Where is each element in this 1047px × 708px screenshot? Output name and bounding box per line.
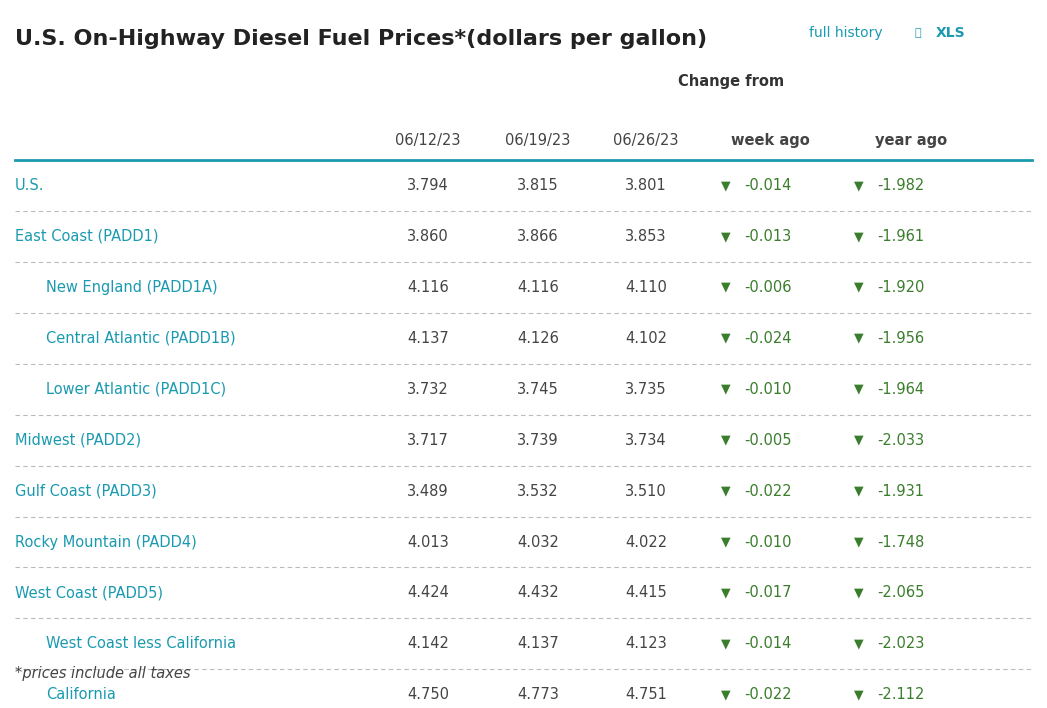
- Text: ▼: ▼: [720, 281, 731, 294]
- Text: ▼: ▼: [720, 484, 731, 498]
- Text: 4.424: 4.424: [407, 586, 449, 600]
- Text: 3.717: 3.717: [407, 433, 449, 447]
- Text: ▼: ▼: [720, 230, 731, 243]
- Text: 3.735: 3.735: [625, 382, 667, 396]
- Text: week ago: week ago: [731, 133, 810, 148]
- Text: -0.022: -0.022: [744, 484, 793, 498]
- Text: 3.739: 3.739: [517, 433, 559, 447]
- Text: ▼: ▼: [720, 434, 731, 447]
- Text: 4.116: 4.116: [407, 280, 449, 295]
- Text: 4.032: 4.032: [517, 535, 559, 549]
- Text: -1.956: -1.956: [877, 331, 925, 346]
- Text: 4.142: 4.142: [407, 636, 449, 651]
- Text: Midwest (PADD2): Midwest (PADD2): [15, 433, 140, 447]
- Text: ▼: ▼: [853, 535, 864, 549]
- Text: ▼: ▼: [853, 586, 864, 600]
- Text: Rocky Mountain (PADD4): Rocky Mountain (PADD4): [15, 535, 196, 549]
- Text: full history: full history: [809, 26, 883, 40]
- Text: ▼: ▼: [720, 535, 731, 549]
- Text: New England (PADD1A): New England (PADD1A): [46, 280, 218, 295]
- Text: 4.415: 4.415: [625, 586, 667, 600]
- Text: -2.112: -2.112: [877, 687, 926, 702]
- Text: ▼: ▼: [853, 637, 864, 651]
- Text: -0.014: -0.014: [744, 636, 793, 651]
- Text: California: California: [46, 687, 115, 702]
- Text: -0.010: -0.010: [744, 382, 793, 396]
- Text: 📄: 📄: [914, 28, 920, 38]
- Text: U.S.: U.S.: [15, 178, 44, 193]
- Text: year ago: year ago: [875, 133, 946, 148]
- Text: 3.745: 3.745: [517, 382, 559, 396]
- Text: ▼: ▼: [853, 179, 864, 192]
- Text: 06/12/23: 06/12/23: [395, 133, 461, 148]
- Text: 4.773: 4.773: [517, 687, 559, 702]
- Text: 3.732: 3.732: [407, 382, 449, 396]
- Text: -1.964: -1.964: [877, 382, 925, 396]
- Text: 3.853: 3.853: [625, 229, 667, 244]
- Text: West Coast less California: West Coast less California: [46, 636, 236, 651]
- Text: ▼: ▼: [853, 332, 864, 345]
- Text: -1.931: -1.931: [877, 484, 925, 498]
- Text: 4.137: 4.137: [407, 331, 449, 346]
- Text: ▼: ▼: [720, 179, 731, 192]
- Text: XLS: XLS: [936, 26, 965, 40]
- Text: ▼: ▼: [720, 688, 731, 702]
- Text: 4.751: 4.751: [625, 687, 667, 702]
- Text: 4.022: 4.022: [625, 535, 667, 549]
- Text: 4.116: 4.116: [517, 280, 559, 295]
- Text: ▼: ▼: [720, 383, 731, 396]
- Text: 4.432: 4.432: [517, 586, 559, 600]
- Text: *prices include all taxes: *prices include all taxes: [15, 666, 191, 681]
- Text: 3.801: 3.801: [625, 178, 667, 193]
- Text: -0.013: -0.013: [744, 229, 792, 244]
- Text: -0.010: -0.010: [744, 535, 793, 549]
- Text: -2.023: -2.023: [877, 636, 926, 651]
- Text: ▼: ▼: [720, 586, 731, 600]
- Text: Lower Atlantic (PADD1C): Lower Atlantic (PADD1C): [46, 382, 226, 396]
- Text: 4.137: 4.137: [517, 636, 559, 651]
- Text: ▼: ▼: [853, 484, 864, 498]
- Text: -0.017: -0.017: [744, 586, 793, 600]
- Text: 3.510: 3.510: [625, 484, 667, 498]
- Text: -0.024: -0.024: [744, 331, 793, 346]
- Text: -1.920: -1.920: [877, 280, 926, 295]
- Text: 06/19/23: 06/19/23: [506, 133, 571, 148]
- Text: ▼: ▼: [720, 637, 731, 651]
- Text: 3.815: 3.815: [517, 178, 559, 193]
- Text: 4.110: 4.110: [625, 280, 667, 295]
- Text: 3.532: 3.532: [517, 484, 559, 498]
- Text: -1.748: -1.748: [877, 535, 925, 549]
- Text: ▼: ▼: [853, 383, 864, 396]
- Text: 4.750: 4.750: [407, 687, 449, 702]
- Text: 4.102: 4.102: [625, 331, 667, 346]
- Text: ▼: ▼: [853, 281, 864, 294]
- Text: Change from: Change from: [678, 74, 784, 89]
- Text: 4.126: 4.126: [517, 331, 559, 346]
- Text: -0.005: -0.005: [744, 433, 793, 447]
- Text: 06/26/23: 06/26/23: [614, 133, 678, 148]
- Text: 3.734: 3.734: [625, 433, 667, 447]
- Text: -0.022: -0.022: [744, 687, 793, 702]
- Text: ▼: ▼: [853, 688, 864, 702]
- Text: Gulf Coast (PADD3): Gulf Coast (PADD3): [15, 484, 156, 498]
- Text: ▼: ▼: [853, 230, 864, 243]
- Text: -2.065: -2.065: [877, 586, 926, 600]
- Text: -1.982: -1.982: [877, 178, 925, 193]
- Text: East Coast (PADD1): East Coast (PADD1): [15, 229, 158, 244]
- Text: Central Atlantic (PADD1B): Central Atlantic (PADD1B): [46, 331, 236, 346]
- Text: 4.013: 4.013: [407, 535, 449, 549]
- Text: ▼: ▼: [853, 434, 864, 447]
- Text: 3.794: 3.794: [407, 178, 449, 193]
- Text: 3.866: 3.866: [517, 229, 559, 244]
- Text: U.S. On-Highway Diesel Fuel Prices*(dollars per gallon): U.S. On-Highway Diesel Fuel Prices*(doll…: [15, 28, 707, 49]
- Text: 3.489: 3.489: [407, 484, 449, 498]
- Text: ▼: ▼: [720, 332, 731, 345]
- Text: -0.006: -0.006: [744, 280, 793, 295]
- Text: -1.961: -1.961: [877, 229, 925, 244]
- Text: -0.014: -0.014: [744, 178, 793, 193]
- Text: -2.033: -2.033: [877, 433, 925, 447]
- Text: 3.860: 3.860: [407, 229, 449, 244]
- Text: West Coast (PADD5): West Coast (PADD5): [15, 586, 162, 600]
- Text: 4.123: 4.123: [625, 636, 667, 651]
